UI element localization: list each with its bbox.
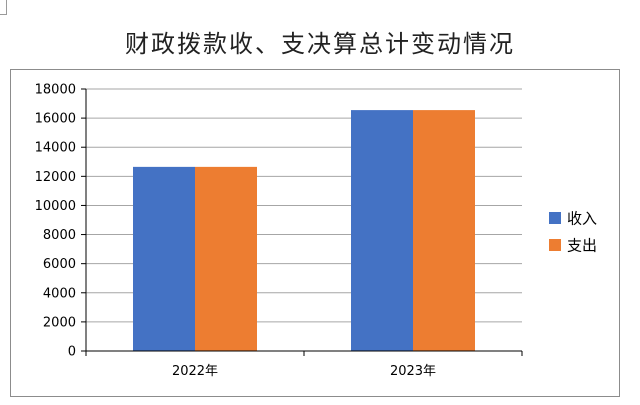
- legend-swatch: [549, 239, 561, 251]
- bar-income: [351, 110, 413, 351]
- y-tick-label: 16000: [35, 112, 76, 127]
- corner-mark: [0, 0, 7, 15]
- y-tick-label: 14000: [35, 141, 76, 156]
- y-tick-label: 10000: [35, 199, 76, 214]
- legend-label: 收入: [567, 210, 597, 228]
- bar-income: [133, 166, 195, 351]
- y-tick-label: 2000: [43, 315, 76, 330]
- y-tick-label: 0: [68, 345, 76, 360]
- bars: [133, 110, 475, 351]
- y-tick-label: 18000: [35, 83, 76, 98]
- chart-frame: [10, 69, 620, 397]
- chart-title: 财政拨款收、支决算总计变动情况: [125, 30, 515, 58]
- bar-expense: [413, 110, 475, 351]
- axes: 0 2000 4000 6000 8000 10000 12000 14000 16000 180…: [35, 83, 523, 379]
- y-tick-label: 6000: [43, 257, 76, 272]
- x-tick-label: 2023年: [390, 364, 436, 379]
- legend-label: 支出: [567, 237, 597, 255]
- y-tick-label: 4000: [43, 286, 76, 301]
- legend-swatch: [549, 212, 561, 224]
- y-tick-label: 12000: [35, 170, 76, 185]
- bar-expense: [195, 166, 257, 351]
- x-tick-label: 2022年: [172, 364, 218, 379]
- y-tick-label: 8000: [43, 228, 76, 243]
